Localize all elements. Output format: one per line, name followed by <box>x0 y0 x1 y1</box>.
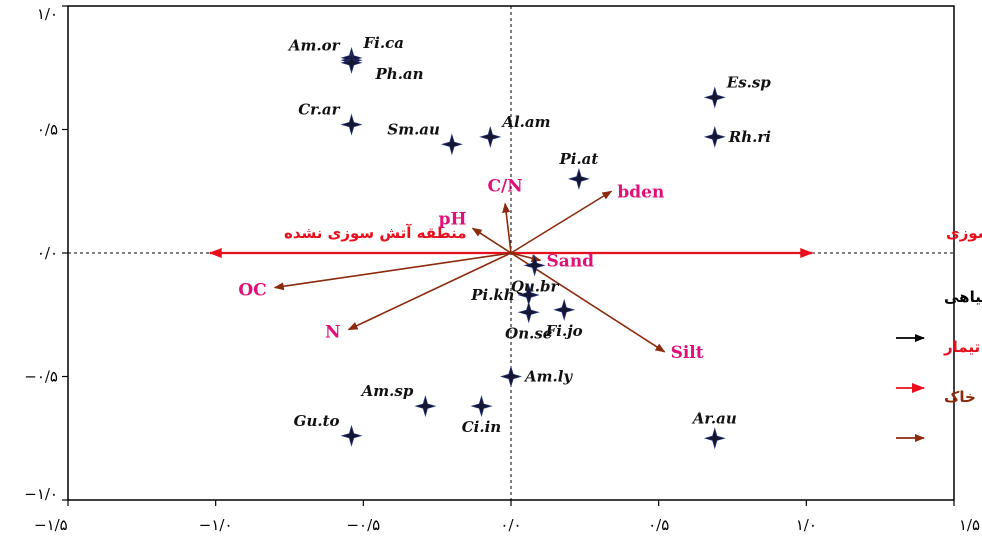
y-tick-label: −۰/۵ <box>24 368 58 386</box>
axes-layer: −۱/۵ −۱/۰ −۰/۵ ۰/۰ ۰/۵ ۱/۰ ۱/۵ ۱/۰ ۰/۵ ۰/۰ −۰/۵ −۱/… <box>24 5 980 534</box>
x-tick-label: ۰/۵ <box>648 516 669 534</box>
species-label-al-am: Al.am <box>500 113 550 131</box>
species-point-ci-in <box>470 395 493 418</box>
species-point-es-sp <box>703 86 726 109</box>
treatment-label-unburned: منطقه آتش سوزی نشده <box>284 224 467 242</box>
soil-vector-ph <box>471 227 512 254</box>
soil-vector-label-ph: pH <box>439 209 467 229</box>
soil-vector-label-n: N <box>325 323 341 343</box>
species-point-am-ly <box>499 365 523 388</box>
legend-label-1: تیمار <box>943 338 980 356</box>
species-label-pi-kh: Pi.kh <box>470 286 515 304</box>
y-tick-label: ۰/۵ <box>37 121 58 139</box>
x-tick-label: −۱/۵ <box>34 516 68 534</box>
x-tick-label: −۰/۵ <box>346 516 380 534</box>
species-label-cr-ar: Cr.ar <box>298 101 340 119</box>
species-point-fi-jo <box>553 298 576 321</box>
x-tick-label: ۱/۵ <box>959 516 980 534</box>
species-point-qu-br <box>523 254 546 277</box>
species-point-gu-to <box>340 424 363 447</box>
species-point-cr-ar <box>340 113 363 136</box>
species-label-ph-an: Ph.an <box>375 65 424 83</box>
species-label-on-se: On.se <box>505 324 552 342</box>
species-label-am-sp: Am.sp <box>360 382 414 400</box>
x-tick-label: ۱/۰ <box>796 516 817 534</box>
species-label-ar-au: Ar.au <box>691 409 737 427</box>
vectors-layer: منطقه آتش سوزی نشده منطقه آتش سوزی bden C/N… <box>208 177 982 363</box>
soil-vector-c-n <box>502 202 512 254</box>
species-label-rh-ri: Rh.ri <box>728 128 771 146</box>
species-point-am-sp <box>414 395 437 418</box>
treatment-label-burned: منطقه آتش سوزی <box>946 224 982 242</box>
species-label-fi-ca: Fi.ca <box>363 34 404 52</box>
legend: گونه گیاهی تیمار خصوصیات خاک <box>896 288 982 442</box>
species-label-ci-in: Ci.in <box>462 418 501 436</box>
species-point-ph-an <box>340 51 363 74</box>
x-tick-label: ۰/۰ <box>500 516 521 534</box>
points-layer: Am.or Fi.ca Ph.an Cr.ar Sm.au Al.am Es.sp Rh.ri… <box>287 34 772 450</box>
species-point-ar-au <box>703 427 726 450</box>
species-label-pi-at: Pi.at <box>558 150 598 168</box>
species-label-es-sp: Es.sp <box>726 73 772 91</box>
y-tick-label: −۱/۰ <box>24 485 58 503</box>
species-point-sm-au <box>440 133 463 156</box>
legend-label-0: گونه گیاهی <box>944 288 982 306</box>
soil-vector-label-sand: Sand <box>547 251 595 271</box>
species-label-am-or: Am.or <box>287 36 341 54</box>
x-tick-label: −۱/۰ <box>199 516 233 534</box>
soil-vector-bden <box>510 190 613 254</box>
species-point-on-se <box>517 301 540 324</box>
soil-vector-label-oc: OC <box>238 281 266 301</box>
species-label-qu-br: Qu.br <box>511 277 560 295</box>
species-label-fi-jo: Fi.jo <box>545 322 583 340</box>
y-tick-label: ۰/۰ <box>37 244 58 262</box>
soil-vector-oc <box>273 252 512 291</box>
species-label-sm-au: Sm.au <box>387 120 440 138</box>
species-point-rh-ri <box>703 125 726 148</box>
species-point-pi-at <box>567 167 590 190</box>
soil-vector-label-silt: Silt <box>671 343 704 363</box>
soil-vector-label-bden: bden <box>617 182 664 202</box>
y-tick-label: ۱/۰ <box>37 5 58 23</box>
species-label-gu-to: Gu.to <box>294 412 340 430</box>
soil-vector-label-c-n: C/N <box>487 177 522 197</box>
species-point-al-am <box>479 125 502 148</box>
soil-vector-n <box>347 252 512 331</box>
species-label-am-ly: Am.ly <box>523 368 573 386</box>
legend-label-2: خصوصیات خاک <box>944 388 982 406</box>
